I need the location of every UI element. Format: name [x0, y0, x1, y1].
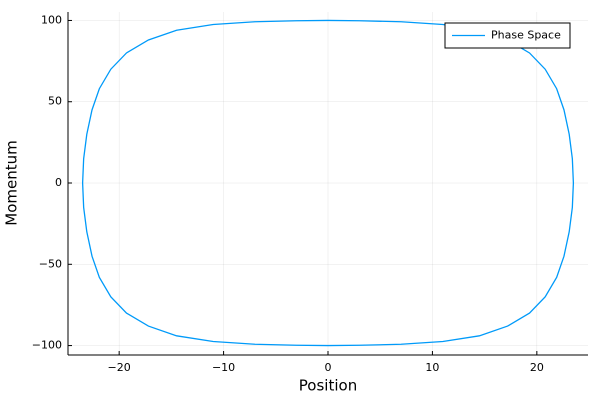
- y-tick-label: 50: [48, 95, 62, 108]
- x-axis-label: Position: [299, 377, 357, 395]
- x-tick-label: −20: [108, 361, 131, 374]
- y-axis-label: Momentum: [3, 140, 21, 225]
- y-tick-label: −50: [39, 257, 62, 270]
- x-tick-label: 20: [530, 361, 544, 374]
- y-tick-label: 0: [55, 176, 62, 189]
- y-tick-label: 100: [41, 13, 62, 26]
- x-tick-label: −10: [212, 361, 235, 374]
- x-tick-label: 10: [425, 361, 439, 374]
- line-series: [81, 19, 575, 347]
- legend-label: Phase Space: [491, 29, 561, 42]
- x-tick-label: 0: [325, 361, 332, 374]
- y-tick-label: −100: [32, 339, 62, 352]
